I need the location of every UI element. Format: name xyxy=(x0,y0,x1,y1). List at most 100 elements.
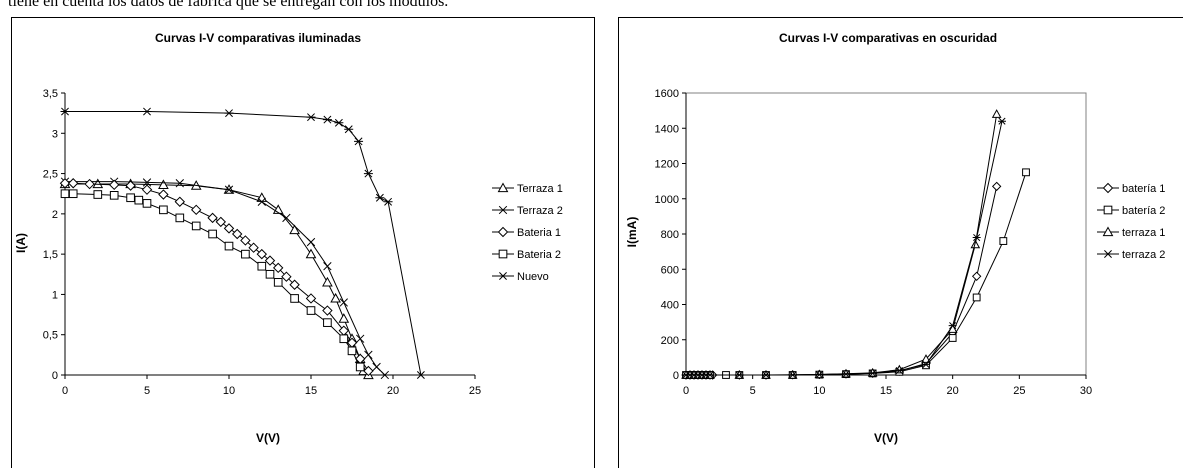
data-point-terraza-2 xyxy=(306,237,316,247)
series-line-bateria-2 xyxy=(65,193,361,368)
legend-label-terraza-2: Terraza 2 xyxy=(517,205,563,217)
data-point-bateria-1 xyxy=(141,184,153,195)
y-tick-label: 1,5 xyxy=(43,249,58,261)
data-point-terraza-1 xyxy=(330,292,341,303)
legend-label-bateria-1: Bateria 1 xyxy=(517,227,561,239)
legend-label-bateria-2: Bateria 2 xyxy=(517,249,561,261)
data-point-bater-a-2 xyxy=(948,334,957,342)
chart-2-title: Curvas I-V comparativas en oscuridad xyxy=(779,31,997,45)
data-point-terraza-2 xyxy=(257,197,266,206)
x-tick-label: 0 xyxy=(62,385,68,397)
data-point-nuevo xyxy=(363,169,373,178)
legend-label-bater-a-1: batería 1 xyxy=(1122,183,1165,195)
data-point-terraza-2 xyxy=(339,298,348,307)
data-point-terraza-2 xyxy=(323,262,332,271)
data-point-bateria-1 xyxy=(281,271,292,282)
data-point-bateria-2 xyxy=(290,294,299,303)
series-line-terraza-2 xyxy=(65,181,386,376)
x-tick-label: 30 xyxy=(1080,385,1092,397)
data-point-bateria-1 xyxy=(223,223,235,234)
data-point-terraza-2 xyxy=(372,362,381,372)
data-point-terraza-2 xyxy=(224,185,234,194)
data-point-bateria-1 xyxy=(363,365,374,377)
x-tick-label: 5 xyxy=(750,385,756,397)
legend-label-bater-a-2: batería 2 xyxy=(1122,205,1165,217)
x-tick-label: 15 xyxy=(880,385,892,397)
data-point-bateria-1 xyxy=(264,255,276,266)
data-point-terraza-2 xyxy=(842,370,850,378)
y-tick-label: 600 xyxy=(661,264,679,276)
chart-2-plot: 0 200 400 600 800 1000 1200 1400 1600 0 5 10 15 20 25 3… xyxy=(655,88,1093,397)
x-tick-label: 25 xyxy=(469,385,481,397)
data-point-nuevo xyxy=(322,115,332,124)
data-point-bater-a-2 xyxy=(999,237,1008,245)
data-point-nuevo xyxy=(416,371,426,379)
chart-2-frame xyxy=(618,17,1183,468)
series-line-nuevo xyxy=(65,111,422,376)
data-point-terraza-2 xyxy=(922,360,930,368)
data-point-bateria-1 xyxy=(215,216,227,228)
data-point-bateria-1 xyxy=(305,293,317,304)
data-point-terraza-1 xyxy=(991,109,1002,118)
data-point-bater-a-1 xyxy=(991,181,1002,192)
data-point-nuevo xyxy=(60,107,70,116)
data-point-bateria-1 xyxy=(256,248,268,260)
y-tick-label: 0,5 xyxy=(43,330,58,342)
data-point-nuevo xyxy=(224,109,234,118)
data-point-bateria-1 xyxy=(67,178,79,189)
data-point-bateria-2 xyxy=(191,221,201,231)
legend-marker-terraza-2 xyxy=(498,205,508,215)
data-point-bateria-2 xyxy=(208,229,217,239)
y-tick-label: 1600 xyxy=(655,88,679,100)
data-point-terraza-1 xyxy=(921,354,931,363)
data-point-terraza-2 xyxy=(356,334,365,343)
y-tick-label: 3,5 xyxy=(43,88,58,100)
data-point-bateria-2 xyxy=(60,189,70,199)
x-tick-label: 20 xyxy=(387,385,399,397)
data-point-bateria-2 xyxy=(134,195,144,205)
data-point-terraza-1 xyxy=(92,178,104,189)
data-point-terraza-2 xyxy=(895,367,904,375)
chart-2: Curvas I-V comparativas en oscuridad I(m… xyxy=(618,17,1183,468)
data-point-nuevo xyxy=(354,137,364,146)
x-tick-label: 5 xyxy=(144,385,150,397)
data-point-bateria-1 xyxy=(190,204,202,216)
chart-2-legend: batería 1 batería 2 terraza 1 terraza 2 xyxy=(1097,182,1165,261)
y-tick-label: 1400 xyxy=(655,123,679,135)
data-point-bateria-2 xyxy=(109,191,119,200)
data-point-bateria-1 xyxy=(289,279,300,290)
legend-marker-terraza-1 xyxy=(497,182,509,193)
data-point-bateria-1 xyxy=(108,179,120,191)
data-point-bateria-1 xyxy=(272,262,284,274)
data-point-bateria-1 xyxy=(207,212,218,224)
data-point-terraza-2 xyxy=(762,371,770,379)
legend-label-terraza-1: terraza 1 xyxy=(1122,227,1165,239)
data-point-terraza-1 xyxy=(841,368,851,378)
chart-1-title: Curvas I-V comparativas iluminadas xyxy=(155,31,361,45)
data-point-terraza-2 xyxy=(380,370,389,380)
chart-1-ylabel: I(A) xyxy=(14,233,28,253)
data-point-terraza-2 xyxy=(815,371,824,379)
data-point-bateria-2 xyxy=(347,346,357,356)
chart-1-plot: 0 0,5 1 1,5 2 2,5 3 3,5 0 5 10 15 20 25 xyxy=(43,88,481,397)
data-point-bateria-2 xyxy=(265,269,275,279)
y-tick-label: 400 xyxy=(661,300,679,312)
data-point-terraza-2 xyxy=(788,371,797,379)
data-point-nuevo xyxy=(334,118,344,127)
page-top-text: tiene en cuenta los datos de fábrica que… xyxy=(8,0,449,10)
data-point-nuevo xyxy=(142,107,152,116)
data-point-bateria-2 xyxy=(126,193,135,203)
legend-marker-nuevo xyxy=(498,272,508,280)
legend-label-terraza-2: terraza 2 xyxy=(1122,249,1165,261)
data-point-terraza-1 xyxy=(158,179,169,189)
data-point-terraza-2 xyxy=(364,350,373,360)
y-tick-label: 0 xyxy=(52,370,58,382)
data-point-bateria-1 xyxy=(84,178,95,190)
data-point-nuevo xyxy=(344,125,354,134)
y-tick-label: 0 xyxy=(673,370,679,382)
y-tick-label: 1 xyxy=(52,289,58,301)
data-point-bateria-1 xyxy=(322,305,333,316)
data-point-terraza-1 xyxy=(338,313,350,323)
data-point-bater-a-2 xyxy=(972,293,981,302)
y-tick-label: 3 xyxy=(52,128,58,140)
